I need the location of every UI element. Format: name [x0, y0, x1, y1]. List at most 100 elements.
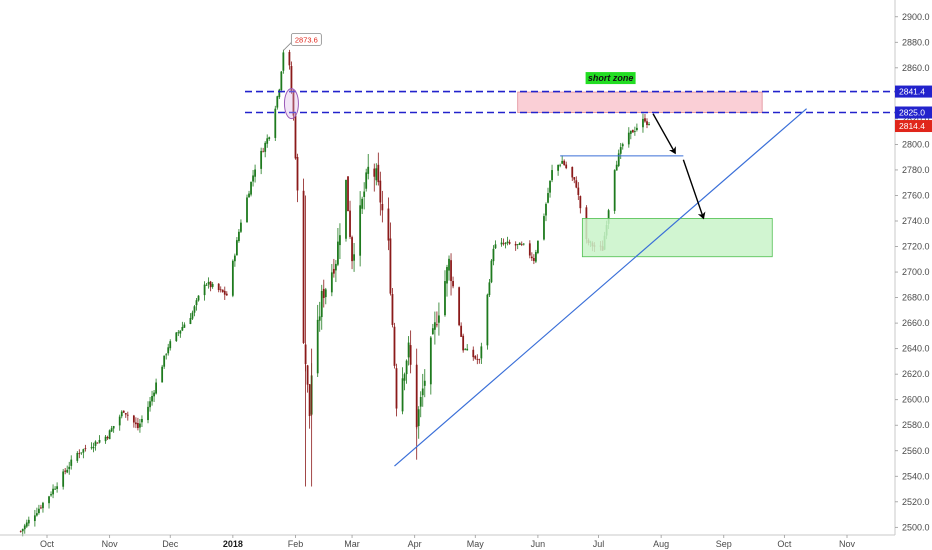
candle: [337, 228, 339, 267]
candle: [537, 240, 539, 255]
x-tick-label: Mar: [344, 539, 360, 549]
candle-body: [349, 210, 351, 237]
candle: [395, 363, 398, 417]
candle-body: [64, 470, 67, 472]
candle: [504, 242, 507, 249]
candle: [296, 153, 299, 203]
candle: [435, 311, 438, 328]
candle: [458, 286, 461, 327]
candle: [492, 245, 495, 266]
candle: [522, 243, 525, 246]
candle: [543, 213, 545, 241]
candle: [448, 255, 450, 281]
candle-body: [361, 198, 364, 209]
candle: [514, 241, 517, 251]
candle-body: [112, 426, 115, 429]
candle: [254, 164, 256, 183]
candle: [488, 279, 491, 297]
candle-body: [195, 300, 198, 306]
candle-body: [363, 191, 366, 197]
candle-body: [387, 208, 390, 241]
candle-body: [480, 346, 483, 359]
candle: [534, 249, 537, 264]
candle-body: [38, 508, 40, 514]
candle: [334, 260, 337, 283]
candle: [262, 147, 265, 153]
candle: [62, 468, 65, 490]
candle-body: [139, 423, 141, 428]
candle: [520, 241, 523, 247]
candle: [373, 163, 376, 192]
candle-body: [347, 176, 349, 212]
candle-body: [373, 168, 376, 177]
time-axis: Oct Nov Dec 2018 Feb Mar Apr May Jun Jul Aug Sep Oct…: [0, 534, 895, 549]
candle-body: [401, 378, 404, 412]
candle: [35, 507, 38, 517]
candle: [563, 159, 566, 166]
candle-body: [627, 132, 630, 145]
candle: [149, 396, 151, 412]
candle-body: [203, 284, 206, 296]
peak-callout-leader: [283, 41, 293, 51]
candle-body: [264, 142, 267, 152]
candle: [429, 335, 432, 395]
candle-body: [409, 345, 412, 365]
candle-body: [205, 284, 208, 286]
candle: [92, 442, 95, 453]
candle-body: [464, 349, 467, 351]
candle: [98, 435, 101, 444]
candle: [48, 495, 50, 509]
candle-body: [339, 235, 341, 246]
candle-body: [141, 418, 143, 423]
candle-body: [290, 65, 293, 93]
candle-body: [147, 406, 149, 421]
candle-body: [225, 293, 228, 296]
candle-body: [438, 315, 440, 323]
candle: [642, 113, 644, 133]
candle: [577, 182, 580, 201]
candle-body: [308, 384, 311, 417]
candle: [235, 237, 238, 256]
short-zone-label-bg: [585, 72, 636, 85]
candle: [324, 287, 327, 305]
candle-body: [96, 442, 99, 444]
candle-body: [179, 330, 182, 334]
candle-body: [494, 244, 497, 249]
candle: [110, 425, 113, 433]
candle-body: [492, 248, 495, 262]
candle-body: [375, 168, 378, 181]
y-tick-label: 2760.0: [902, 190, 930, 200]
candle-body: [450, 260, 452, 282]
candle: [377, 152, 380, 186]
candle-body: [448, 258, 450, 271]
candle-body: [613, 170, 616, 211]
candle-body: [433, 322, 436, 330]
candle-body: [68, 466, 71, 470]
candle: [153, 389, 155, 403]
candle-body: [167, 347, 170, 354]
candle-body: [506, 241, 509, 243]
candle: [480, 342, 483, 364]
candle-body: [252, 175, 254, 182]
candle-body: [82, 449, 85, 453]
candle: [619, 142, 622, 159]
candle: [635, 123, 638, 132]
candle: [207, 277, 210, 289]
x-tick-label: Feb: [288, 539, 304, 549]
candle: [90, 442, 93, 450]
candle-body: [446, 267, 448, 284]
candle-body: [248, 193, 250, 198]
candle: [363, 182, 366, 210]
candle: [407, 336, 410, 366]
candle: [96, 442, 99, 444]
candle: [423, 369, 426, 398]
candle: [134, 417, 137, 429]
candle: [268, 136, 271, 141]
candle: [221, 289, 224, 293]
candle-body: [334, 263, 337, 271]
candle-body: [514, 243, 517, 246]
candle-body: [534, 252, 537, 262]
candle-body: [642, 118, 644, 128]
candle-body: [518, 242, 521, 246]
candle: [155, 378, 157, 395]
